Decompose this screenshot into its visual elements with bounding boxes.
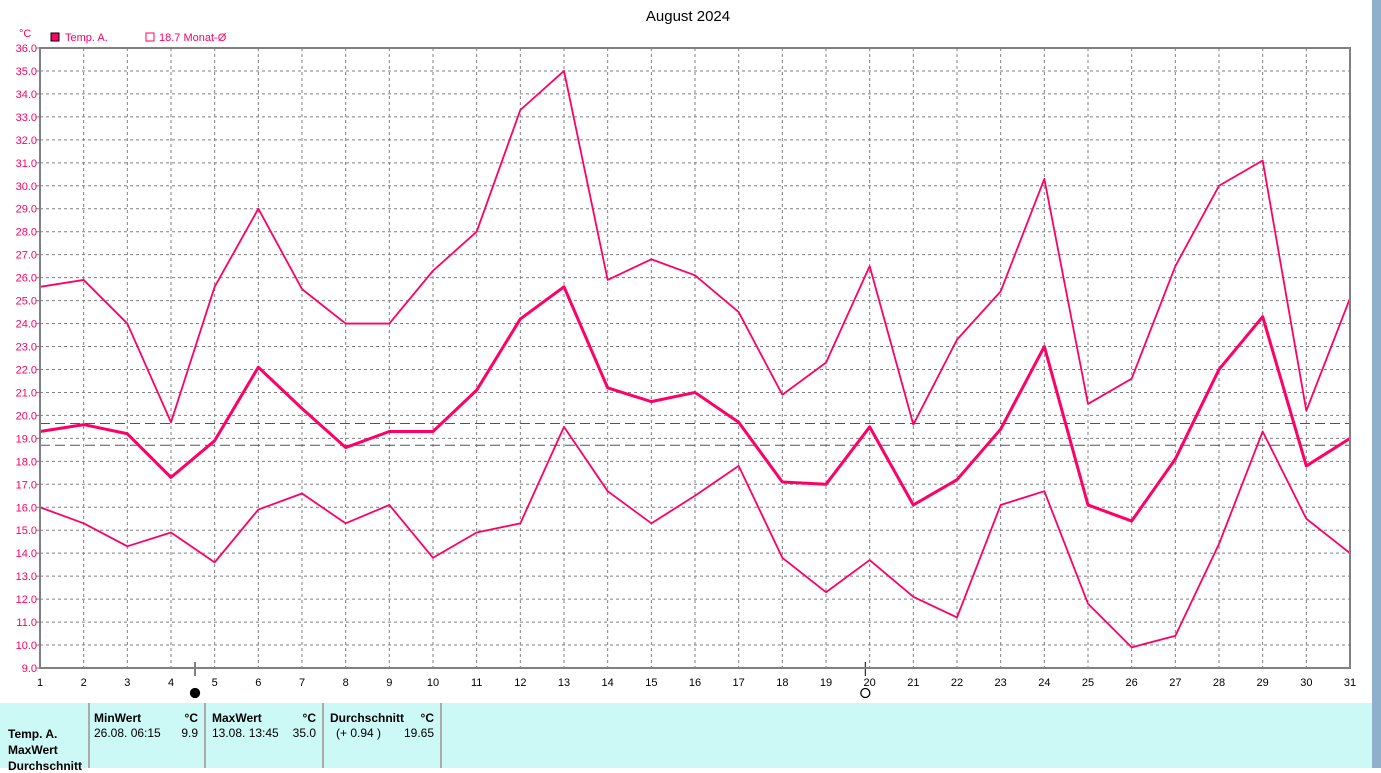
x-tick-label: 4 [168,677,174,689]
y-tick-label: 11.0 [16,617,37,629]
x-tick-label: 31 [1344,677,1356,689]
y-tick-label: 18.0 [16,456,37,468]
avg-header: Durchschnitt [330,711,405,725]
max-column: MaxWert °C 13.08. 13:45 35.0 [206,703,324,768]
y-tick-label: 21.0 [16,387,37,399]
x-tick-label: 24 [1038,677,1050,689]
x-tick-label: 28 [1213,677,1225,689]
max-value: 35.0 [292,726,316,740]
x-tick-label: 19 [820,677,832,689]
x-tick-label: 23 [995,677,1007,689]
y-tick-label: 36.0 [16,43,37,55]
y-tick-label: 12.0 [16,594,37,606]
y-tick-label: 34.0 [16,89,37,101]
x-tick-label: 3 [124,677,130,689]
row-label: Durchschnitt [8,759,83,773]
x-tick-label: 5 [212,677,218,689]
x-tick-label: 17 [733,677,745,689]
x-tick-label: 22 [951,677,963,689]
max-date: 13.08. 13:45 [212,726,279,740]
y-tick-label: 31.0 [16,158,37,170]
y-tick-label: 28.0 [16,227,37,239]
y-tick-label: 20.0 [16,410,37,422]
plot-frame [39,47,1351,669]
min-date: 26.08. 06:15 [94,726,161,740]
y-tick-label: 33.0 [16,112,37,124]
x-tick-label: 2 [81,677,87,689]
y-tick-label: 22.0 [16,364,37,376]
series-line [39,425,1351,649]
avg-column: Durchschnitt °C (+ 0.94 ) 19.65 [324,703,442,768]
x-tick-label: 18 [776,677,788,689]
y-tick-label: 23.0 [16,342,37,354]
x-tick-label: 9 [386,677,392,689]
avg-value: 19.65 [403,726,434,740]
x-tick-label: 26 [1126,677,1138,689]
y-tick-label: 24.0 [16,319,37,331]
x-tick-label: 1 [37,677,43,689]
x-tick-label: 15 [645,677,657,689]
y-tick-label: 16.0 [16,502,37,514]
x-tick-label: 12 [514,677,526,689]
chart-title: August 2024 [646,8,730,25]
y-tick-label: 9.0 [22,663,37,675]
y-tick-label: 13.0 [16,571,37,583]
y-tick-label: 32.0 [16,135,37,147]
avg-delta: (+ 0.94 ) [336,726,382,740]
x-tick-label: 20 [864,677,876,689]
min-column: MinWert °C 26.08. 06:15 9.9 [90,703,206,768]
min-unit: °C [184,711,198,725]
x-tick-label: 11 [471,677,482,689]
y-tick-label: 27.0 [16,250,37,262]
y-tick-label: 14.0 [16,548,37,560]
x-tick-label: 16 [689,677,701,689]
row-label: Temp. A. [8,727,58,741]
x-tick-label: 29 [1257,677,1269,689]
new-moon-icon [189,687,201,699]
legend-label-temp: Temp. A. [65,32,108,44]
max-header: MaxWert [212,711,262,725]
x-tick-label: 21 [907,677,919,689]
y-tick-label: 25.0 [16,296,37,308]
x-tick-label: 7 [299,677,305,689]
stats-table: Temp. A. MaxWert Durchschnitt MinWert °C… [0,703,1372,773]
min-header: MinWert [94,711,142,725]
x-tick-label: 27 [1169,677,1181,689]
avg-unit: °C [420,711,434,725]
y-axis-unit: °C [19,28,31,40]
max-unit: °C [302,711,316,725]
series-line [39,70,1351,426]
series-line [39,285,1351,523]
legend-label-month-avg: 18.7 Monat-Ø [159,32,227,44]
y-tick-label: 30.0 [16,181,37,193]
y-tick-label: 26.0 [16,273,37,285]
temperature-chart: August 2024 °C Temp. A. 18.7 Monat-Ø 9.0… [16,8,1356,699]
y-tick-label: 35.0 [16,66,37,78]
x-tick-label: 14 [602,677,614,689]
y-tick-label: 10.0 [16,640,37,652]
x-tick-label: 6 [255,677,261,689]
x-tick-label: 13 [558,677,570,689]
row-label: MaxWert [8,743,58,757]
y-tick-label: 15.0 [16,525,37,537]
y-tick-label: 19.0 [16,433,37,445]
x-tick-label: 10 [427,677,439,689]
x-tick-label: 30 [1300,677,1312,689]
y-tick-label: 29.0 [16,204,37,216]
legend-swatch-temp [50,32,60,42]
x-tick-label: 8 [343,677,349,689]
row-labels-column: Temp. A. MaxWert Durchschnitt [0,703,90,773]
x-tick-label: 25 [1082,677,1094,689]
min-value: 9.9 [181,726,198,740]
window-edge [1372,0,1381,768]
legend-swatch-month-avg [145,32,155,42]
full-moon-icon [860,687,871,699]
legend: Temp. A. 18.7 Monat-Ø [50,32,227,44]
y-tick-label: 17.0 [16,479,37,491]
